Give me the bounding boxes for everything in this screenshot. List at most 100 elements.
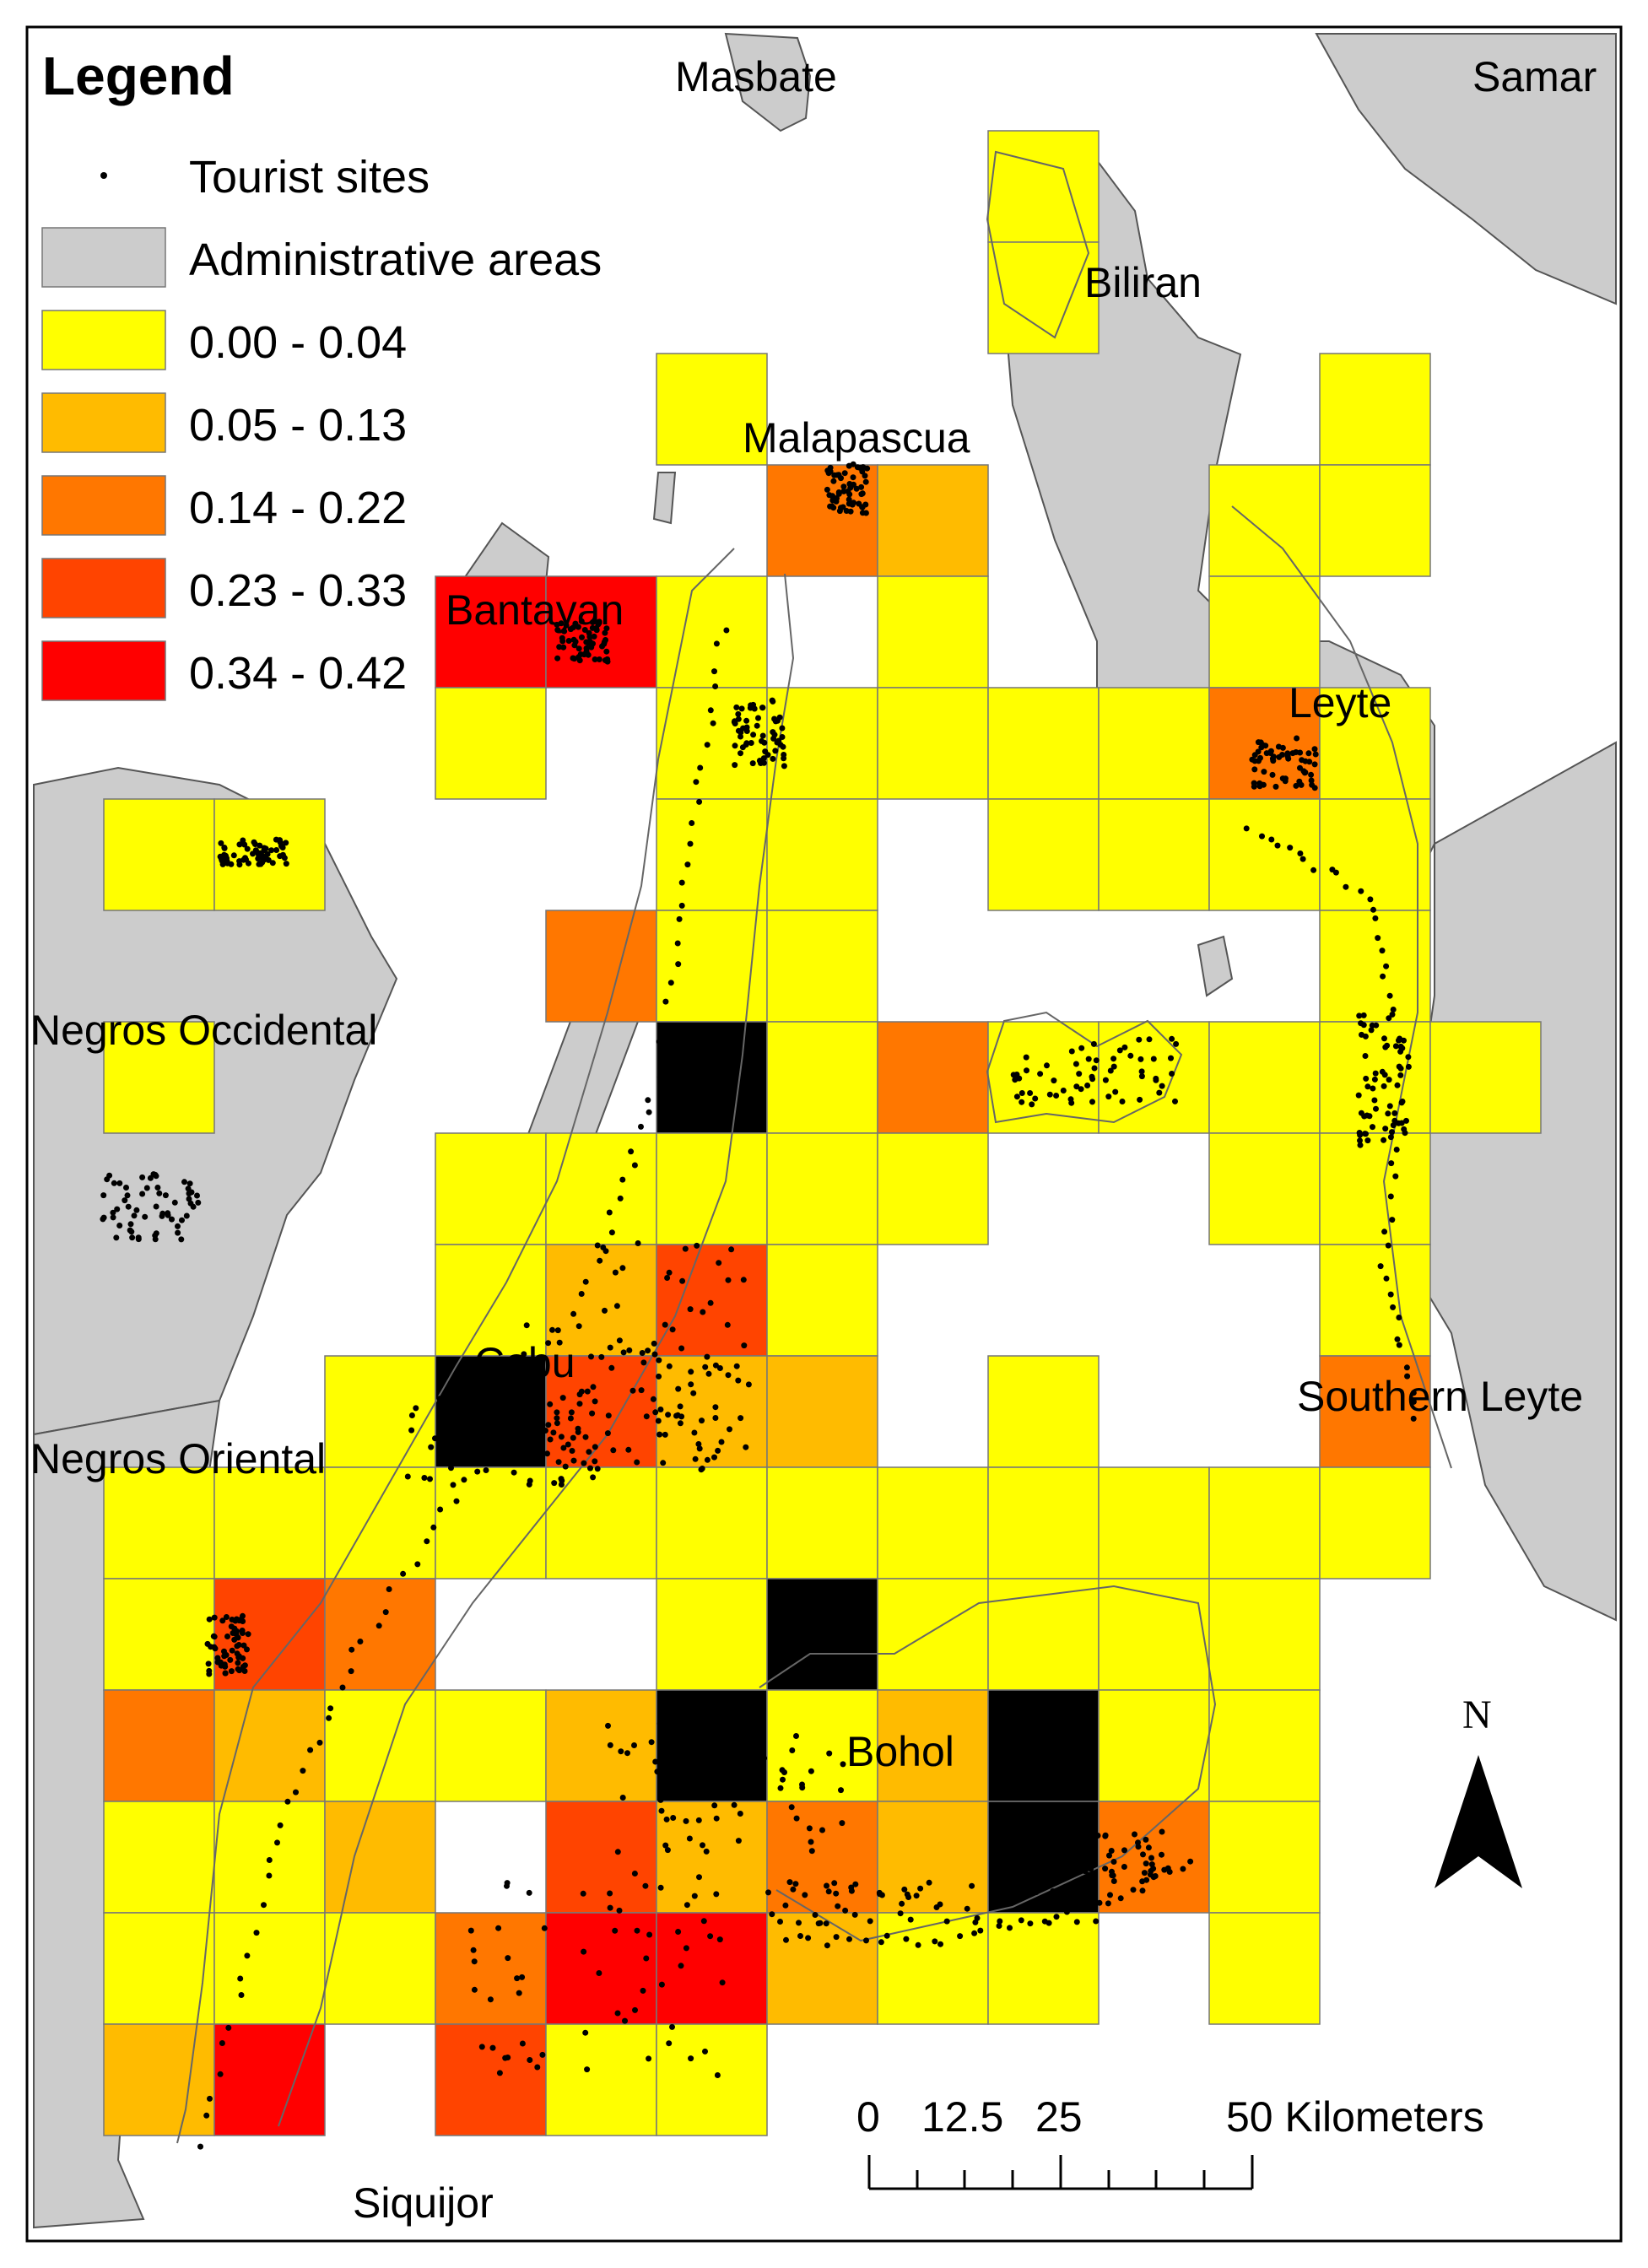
tourist-site-dot bbox=[1148, 1855, 1154, 1861]
tourist-site-dot bbox=[1102, 1833, 1109, 1839]
tourist-site-dot bbox=[660, 1460, 667, 1466]
tourist-site-dot bbox=[460, 1424, 467, 1431]
tourist-site-dot bbox=[808, 1839, 814, 1845]
grid-cell bbox=[987, 130, 1100, 243]
tourist-site-dot bbox=[840, 1761, 846, 1768]
tourist-site-dot bbox=[1105, 1900, 1111, 1907]
legend-swatch-class-1 bbox=[41, 310, 166, 370]
tourist-site-dot bbox=[825, 1888, 832, 1895]
tourist-site-dot bbox=[716, 1936, 723, 1943]
tourist-site-dot bbox=[1150, 1056, 1157, 1062]
tourist-site-dot bbox=[1389, 1011, 1396, 1018]
grid-cell bbox=[1319, 353, 1431, 466]
tourist-site-dot bbox=[862, 478, 869, 485]
grid-cell bbox=[1208, 798, 1321, 911]
tourist-site-dot bbox=[1051, 1851, 1056, 1858]
tourist-site-dot bbox=[293, 1789, 299, 1796]
tourist-site-dot bbox=[478, 2044, 485, 2050]
tourist-site-dot bbox=[684, 1902, 690, 1909]
tourist-site-dot bbox=[1016, 1887, 1023, 1894]
tourist-site-dot bbox=[1089, 1099, 1095, 1105]
grid-cell bbox=[1208, 1466, 1321, 1580]
tourist-site-dot bbox=[594, 1466, 601, 1472]
grid-cell bbox=[1098, 798, 1210, 911]
grid-cell bbox=[213, 1466, 326, 1580]
tourist-site-dot bbox=[677, 1420, 684, 1427]
tourist-site-dot bbox=[521, 1351, 527, 1358]
tourist-site-dot bbox=[467, 1452, 473, 1459]
tourist-site-dot bbox=[224, 1634, 230, 1639]
tourist-site-dot bbox=[1057, 1859, 1064, 1866]
tourist-site-dot bbox=[1360, 1022, 1367, 1029]
grid-cell bbox=[656, 1578, 768, 1691]
grid-cell bbox=[213, 1912, 326, 2025]
tourist-site-dot bbox=[765, 1889, 771, 1896]
grid-cell bbox=[987, 798, 1100, 911]
tourist-site-dot bbox=[1356, 1012, 1363, 1019]
tourist-site-dot bbox=[561, 628, 568, 634]
grid-cell bbox=[324, 1578, 436, 1691]
grid-cell bbox=[103, 1689, 215, 1802]
tourist-site-dot bbox=[738, 705, 745, 712]
grid-cell bbox=[324, 1801, 436, 1914]
tourist-site-dot bbox=[206, 1616, 213, 1623]
tourist-site-dot bbox=[996, 1923, 1002, 1929]
tourist-site-dot bbox=[714, 2072, 721, 2078]
grid-cell bbox=[1098, 1466, 1210, 1580]
tourist-site-dot bbox=[1263, 750, 1270, 757]
tourist-site-dot bbox=[716, 1260, 722, 1266]
grid-cell bbox=[103, 1466, 215, 1580]
tourist-site-dot bbox=[207, 2095, 213, 2102]
tourist-site-dot bbox=[693, 779, 700, 786]
tourist-site-dot bbox=[610, 1447, 617, 1454]
tourist-site-dot bbox=[1051, 1866, 1057, 1873]
tourist-site-dot bbox=[424, 1538, 430, 1545]
tourist-site-dot bbox=[1343, 883, 1349, 890]
tourist-site-dot bbox=[523, 1451, 530, 1458]
tourist-site-dot bbox=[683, 1945, 689, 1952]
tourist-site-dot bbox=[1121, 1847, 1127, 1854]
tourist-site-dot bbox=[516, 1407, 523, 1414]
tourist-site-dot bbox=[755, 715, 761, 721]
grid-cell bbox=[656, 1912, 768, 2025]
tourist-site-dot bbox=[614, 1849, 621, 1855]
grid-cell bbox=[1208, 1801, 1321, 1914]
grid-cell bbox=[324, 1355, 436, 1468]
tourist-site-dot bbox=[1153, 1077, 1159, 1083]
tourist-site-dot bbox=[846, 481, 853, 487]
tourist-site-dot bbox=[1364, 1137, 1371, 1144]
tourist-site-dot bbox=[1386, 992, 1393, 999]
tourist-site-dot bbox=[327, 1705, 334, 1712]
tourist-site-dot bbox=[500, 1360, 507, 1366]
tourist-site-dot bbox=[495, 1925, 502, 1931]
tourist-site-dot bbox=[1385, 1242, 1391, 1249]
tourist-site-dot bbox=[1141, 1870, 1148, 1876]
tourist-site-dot bbox=[629, 1387, 636, 1394]
tourist-site-dot bbox=[203, 2112, 210, 2119]
tourist-site-dot bbox=[1363, 1075, 1370, 1082]
tourist-site-dot bbox=[1256, 782, 1263, 789]
tourist-site-dot bbox=[765, 752, 771, 759]
tourist-site-dot bbox=[937, 1941, 943, 1947]
tourist-site-dot bbox=[793, 1815, 800, 1822]
tourist-site-dot bbox=[487, 1996, 494, 2003]
north-label: N bbox=[1462, 1693, 1492, 1737]
tourist-site-dot bbox=[675, 1385, 682, 1392]
tourist-site-dot bbox=[539, 2051, 546, 2058]
tourist-site-dot bbox=[578, 1291, 585, 1297]
grid-cell bbox=[545, 1132, 657, 1245]
tourist-site-dot bbox=[558, 1434, 565, 1440]
tourist-site-dot bbox=[1007, 1925, 1013, 1931]
tourist-site-dot bbox=[1391, 1110, 1398, 1116]
tourist-site-dot bbox=[1381, 1228, 1388, 1235]
tourist-site-dot bbox=[642, 1882, 649, 1889]
tourist-site-dot bbox=[1106, 1852, 1112, 1859]
tourist-site-dot bbox=[1140, 1851, 1146, 1858]
tourist-site-dot bbox=[608, 1364, 615, 1371]
tourist-site-dot bbox=[575, 1428, 581, 1435]
tourist-site-dot bbox=[656, 1373, 662, 1380]
tourist-site-dot bbox=[754, 722, 760, 729]
tourist-site-dot bbox=[759, 732, 766, 739]
tourist-site-dot bbox=[229, 1647, 235, 1654]
tourist-site-dot bbox=[837, 505, 844, 511]
